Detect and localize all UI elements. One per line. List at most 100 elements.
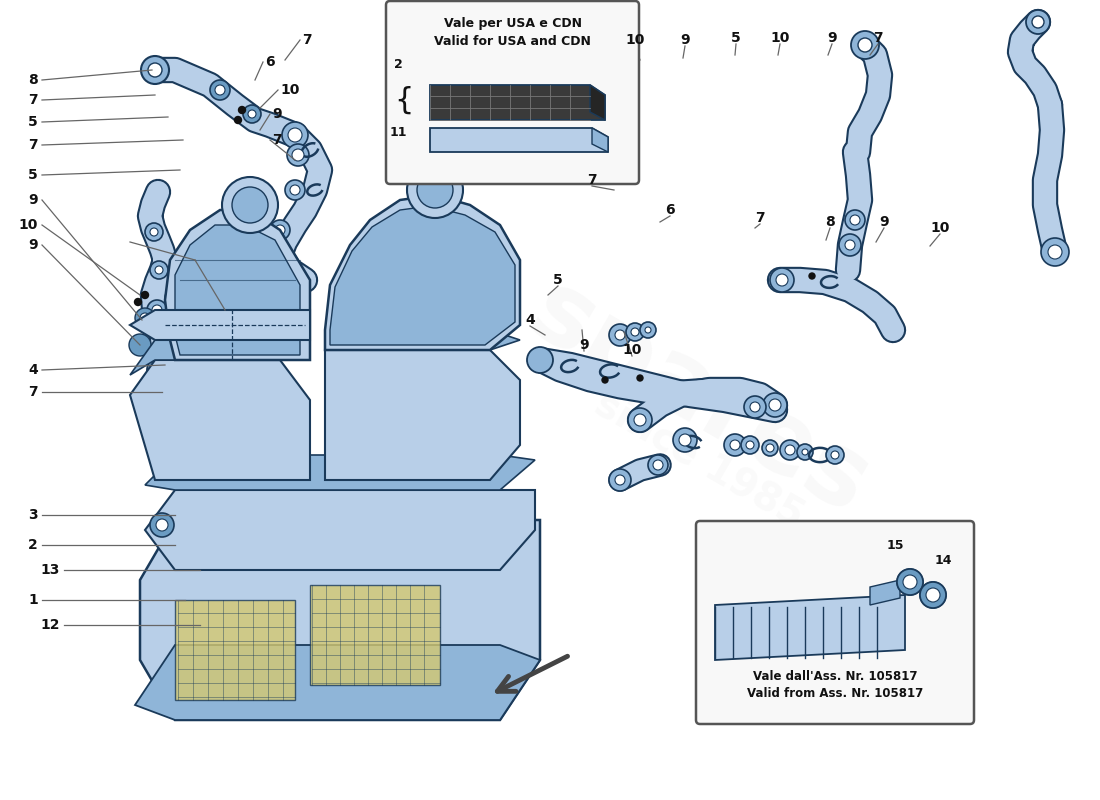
Circle shape: [653, 460, 663, 470]
Circle shape: [634, 414, 646, 426]
Circle shape: [628, 408, 652, 432]
Circle shape: [741, 436, 759, 454]
Text: {: {: [394, 86, 414, 114]
Circle shape: [148, 63, 162, 77]
Text: 4: 4: [29, 363, 38, 377]
Text: 15: 15: [887, 539, 904, 552]
Circle shape: [155, 266, 163, 274]
Circle shape: [609, 469, 631, 491]
Text: 11: 11: [389, 126, 407, 138]
Polygon shape: [145, 490, 535, 570]
Circle shape: [851, 31, 879, 59]
Text: 10: 10: [280, 83, 299, 97]
Text: 7: 7: [756, 211, 764, 225]
Circle shape: [156, 519, 168, 531]
Circle shape: [746, 441, 754, 449]
Text: 12: 12: [41, 618, 60, 632]
Circle shape: [896, 569, 923, 595]
Text: 1: 1: [29, 593, 38, 607]
Text: 7: 7: [587, 173, 597, 187]
Circle shape: [769, 399, 781, 411]
Circle shape: [210, 80, 230, 100]
Polygon shape: [430, 128, 608, 152]
Polygon shape: [140, 520, 540, 720]
Circle shape: [1048, 245, 1062, 259]
Circle shape: [282, 122, 308, 148]
Circle shape: [1032, 16, 1044, 28]
Text: 5: 5: [553, 273, 563, 287]
Circle shape: [150, 261, 168, 279]
Circle shape: [150, 228, 158, 236]
Circle shape: [232, 187, 268, 223]
Text: 7: 7: [29, 93, 38, 107]
Circle shape: [134, 298, 142, 306]
Circle shape: [142, 291, 148, 298]
Circle shape: [724, 434, 746, 456]
Text: 5: 5: [29, 168, 38, 182]
Circle shape: [802, 449, 808, 455]
Circle shape: [147, 300, 167, 320]
Circle shape: [290, 185, 300, 195]
Circle shape: [850, 215, 860, 225]
Circle shape: [780, 440, 800, 460]
Text: 10: 10: [770, 31, 790, 45]
Circle shape: [417, 172, 453, 208]
Circle shape: [673, 428, 697, 452]
Text: 4: 4: [525, 313, 535, 327]
Text: spares: spares: [514, 264, 887, 536]
Circle shape: [602, 377, 608, 383]
Circle shape: [845, 240, 855, 250]
Circle shape: [1026, 10, 1050, 34]
Circle shape: [152, 305, 162, 315]
Circle shape: [858, 38, 872, 52]
Circle shape: [845, 210, 865, 230]
Text: Vale per USA e CDN
Valid for USA and CDN: Vale per USA e CDN Valid for USA and CDN: [434, 17, 591, 48]
Circle shape: [222, 177, 278, 233]
Text: 8: 8: [29, 73, 38, 87]
Circle shape: [750, 402, 760, 412]
Circle shape: [926, 588, 940, 602]
Circle shape: [407, 162, 463, 218]
Circle shape: [903, 575, 917, 589]
Text: 13: 13: [41, 563, 60, 577]
Circle shape: [234, 117, 242, 123]
Circle shape: [1041, 238, 1069, 266]
Text: 7: 7: [29, 138, 38, 152]
Circle shape: [896, 569, 923, 595]
Circle shape: [129, 334, 151, 356]
Polygon shape: [324, 195, 520, 350]
Polygon shape: [430, 85, 605, 120]
Circle shape: [920, 582, 946, 608]
Polygon shape: [130, 340, 310, 375]
Polygon shape: [145, 455, 535, 490]
Circle shape: [776, 274, 788, 286]
Polygon shape: [590, 85, 605, 120]
Circle shape: [826, 446, 844, 464]
Polygon shape: [592, 128, 608, 152]
Text: 9: 9: [680, 33, 690, 47]
Circle shape: [798, 444, 813, 460]
Text: Vale dall'Ass. Nr. 105817
Valid from Ass. Nr. 105817: Vale dall'Ass. Nr. 105817 Valid from Ass…: [747, 670, 923, 700]
Text: 9: 9: [272, 107, 282, 121]
Text: 10: 10: [623, 343, 641, 357]
Circle shape: [243, 105, 261, 123]
Polygon shape: [324, 330, 520, 350]
Polygon shape: [310, 585, 440, 685]
Circle shape: [214, 85, 225, 95]
Text: 8: 8: [825, 215, 835, 229]
Text: 3: 3: [29, 508, 38, 522]
Circle shape: [285, 180, 305, 200]
Circle shape: [744, 396, 766, 418]
Circle shape: [640, 322, 656, 338]
Text: 7: 7: [272, 133, 282, 147]
Circle shape: [645, 327, 651, 333]
Text: 9: 9: [827, 31, 837, 45]
Text: 5: 5: [732, 31, 741, 45]
Circle shape: [830, 451, 839, 459]
Text: 10: 10: [625, 33, 645, 47]
Polygon shape: [870, 580, 900, 605]
Text: 7: 7: [873, 31, 883, 45]
Circle shape: [150, 513, 174, 537]
Polygon shape: [135, 645, 540, 720]
Circle shape: [763, 393, 786, 417]
